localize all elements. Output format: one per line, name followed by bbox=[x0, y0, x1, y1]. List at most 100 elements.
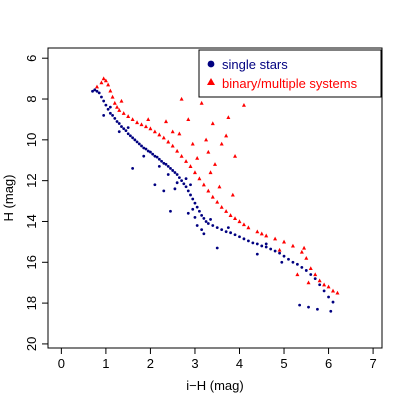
binary-system-point bbox=[115, 104, 120, 109]
single-star-point bbox=[184, 177, 188, 181]
binary-system-point bbox=[186, 117, 191, 122]
single-star-point bbox=[149, 150, 152, 154]
binary-system-point bbox=[179, 96, 184, 101]
binary-system-point bbox=[201, 182, 206, 187]
binary-system-point bbox=[215, 199, 220, 204]
binary-system-point bbox=[206, 188, 211, 193]
single-star-point bbox=[229, 231, 232, 235]
binary-system-point bbox=[264, 233, 269, 238]
single-star-point bbox=[117, 122, 121, 125]
single-star-point bbox=[166, 164, 170, 168]
single-star-point bbox=[331, 300, 335, 304]
single-star-point bbox=[291, 260, 295, 264]
binary-system-point bbox=[152, 129, 157, 134]
single-star-point bbox=[102, 113, 106, 117]
single-star-point bbox=[278, 251, 281, 255]
binary-system-point bbox=[106, 82, 111, 87]
single-star-point bbox=[91, 89, 94, 93]
y-axis-label: H (mag) bbox=[1, 175, 16, 222]
single-star-point bbox=[322, 289, 326, 293]
single-star-point bbox=[126, 132, 130, 136]
single-star-point bbox=[175, 173, 179, 176]
single-star-point bbox=[135, 140, 139, 144]
single-star-point bbox=[108, 111, 112, 115]
single-star-point bbox=[164, 162, 168, 166]
single-star-point bbox=[95, 89, 99, 93]
single-star-point bbox=[104, 103, 108, 107]
binary-system-point bbox=[290, 243, 295, 248]
single-star-point bbox=[318, 283, 322, 287]
binary-system-point bbox=[210, 121, 215, 126]
points-layer bbox=[91, 76, 340, 313]
binary-system-point bbox=[101, 76, 106, 81]
single-star-point bbox=[191, 207, 195, 211]
binary-system-point bbox=[306, 280, 311, 285]
single-star-point bbox=[173, 187, 177, 191]
binary-system-point bbox=[246, 225, 251, 230]
single-star-point bbox=[153, 183, 157, 187]
binary-system-point bbox=[94, 84, 99, 89]
binary-system-point bbox=[188, 164, 193, 168]
x-tick-label: 5 bbox=[280, 356, 287, 371]
single-star-point bbox=[316, 307, 319, 311]
single-star-point bbox=[155, 155, 159, 159]
single-star-point bbox=[198, 209, 201, 213]
single-star-point bbox=[313, 277, 317, 281]
binary-system-point bbox=[273, 236, 278, 241]
single-star-point bbox=[260, 244, 264, 248]
binary-system-point bbox=[164, 119, 169, 124]
single-star-point bbox=[133, 138, 137, 142]
single-star-point bbox=[97, 91, 101, 95]
binary-system-point bbox=[313, 272, 318, 277]
y-tick-label: 12 bbox=[24, 173, 39, 187]
binary-system-point bbox=[255, 229, 260, 234]
single-star-point bbox=[186, 211, 190, 215]
binary-system-point bbox=[103, 78, 108, 83]
single-star-point bbox=[242, 237, 246, 241]
binary-system-point bbox=[335, 290, 340, 295]
single-star-point bbox=[108, 105, 112, 109]
binary-system-point bbox=[126, 114, 131, 118]
single-star-point bbox=[255, 242, 259, 246]
x-tick-label: 3 bbox=[191, 356, 198, 371]
single-star-point bbox=[113, 117, 117, 120]
single-star-point bbox=[180, 179, 184, 183]
single-star-point bbox=[226, 226, 230, 229]
binary-system-point bbox=[139, 122, 144, 127]
single-star-point bbox=[137, 142, 141, 146]
binary-system-point bbox=[241, 222, 246, 227]
single-star-point bbox=[157, 157, 161, 161]
binary-system-point bbox=[233, 216, 238, 221]
single-star-point bbox=[175, 181, 179, 185]
single-star-point bbox=[202, 232, 206, 236]
single-star-point bbox=[182, 182, 186, 186]
legend: single stars binary/multiple systems bbox=[198, 49, 382, 98]
y-tick-label: 16 bbox=[24, 255, 39, 269]
x-axis: 0 1 2 3 4 5 6 7 bbox=[58, 348, 377, 371]
legend-single-stars-label: single stars bbox=[222, 57, 288, 72]
binary-system-point bbox=[206, 149, 211, 154]
single-star-point bbox=[140, 144, 143, 148]
binary-system-point bbox=[119, 98, 124, 103]
single-star-point bbox=[195, 205, 199, 209]
single-star-point bbox=[224, 230, 228, 234]
binary-system-point bbox=[295, 272, 300, 277]
single-star-point bbox=[186, 189, 190, 193]
single-star-point bbox=[304, 269, 308, 272]
binary-system-point bbox=[166, 139, 171, 144]
single-star-point bbox=[202, 217, 206, 220]
y-axis: 6 8 10 12 14 16 18 20 bbox=[24, 55, 48, 351]
binary-system-point bbox=[226, 115, 231, 119]
single-star-point bbox=[162, 161, 166, 165]
single-star-point bbox=[142, 146, 146, 150]
single-star-point bbox=[300, 265, 304, 269]
binary-system-point bbox=[179, 153, 184, 158]
single-star-point bbox=[120, 125, 123, 128]
single-star-point bbox=[169, 209, 172, 213]
single-star-point bbox=[287, 257, 290, 261]
y-tick-label: 18 bbox=[24, 296, 39, 310]
binary-system-point bbox=[308, 266, 313, 271]
single-star-point bbox=[151, 152, 155, 156]
binary-system-point bbox=[210, 194, 215, 199]
single-star-point bbox=[195, 224, 199, 227]
